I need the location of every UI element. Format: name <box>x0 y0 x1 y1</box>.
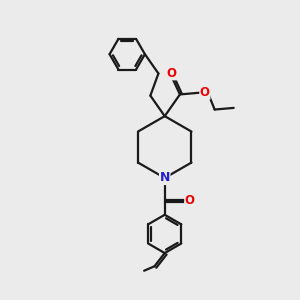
Text: O: O <box>167 67 177 80</box>
Text: O: O <box>200 86 210 99</box>
Text: N: N <box>160 172 170 184</box>
Text: O: O <box>185 194 195 207</box>
